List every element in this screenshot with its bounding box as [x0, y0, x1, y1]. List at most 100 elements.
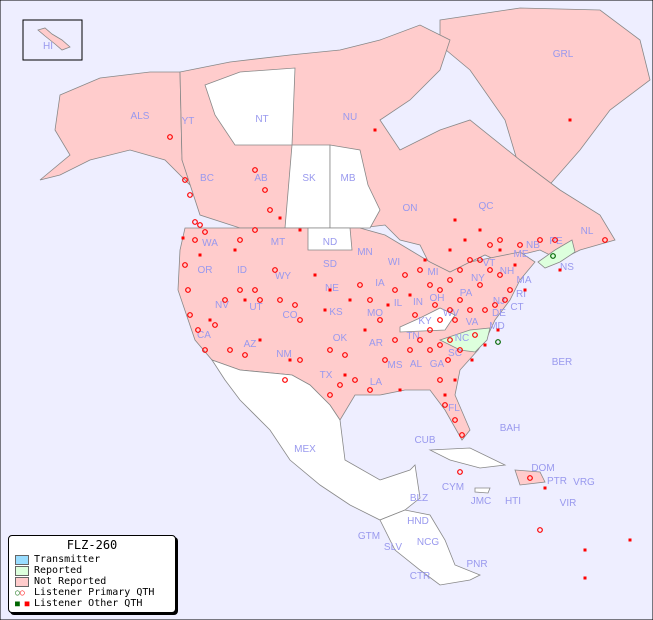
region-label-tx: TX [320, 370, 333, 381]
region-label-nh: NH [500, 266, 514, 277]
region-sk [284, 144, 331, 229]
region-label-in: IN [413, 297, 423, 308]
region-label-grl: GRL [553, 49, 574, 60]
listener-primary-qth-marker [327, 347, 333, 353]
listener-primary-qth-marker [182, 262, 188, 268]
region-label-ms: MS [388, 360, 403, 371]
region-label-ber: BER [552, 357, 573, 368]
listener-primary-qth-marker-reported [495, 339, 501, 345]
listener-primary-qth-marker [292, 302, 298, 308]
region-label-ncg: NCG [417, 537, 439, 548]
region-label-mb: MB [341, 173, 356, 184]
listener-other-qth-marker [243, 298, 247, 302]
region-label-vt: VT [483, 258, 496, 269]
listener-primary-qth-marker [352, 377, 358, 383]
listener-primary-qth-marker [297, 357, 303, 363]
listener-primary-qth-marker [182, 177, 188, 183]
listener-other-qth-marker [298, 228, 302, 232]
listener-primary-qth-marker [497, 237, 503, 243]
region-label-ne: NE [325, 283, 339, 294]
legend: FLZ-260 Transmitter Reported Not Reporte… [8, 535, 176, 613]
listener-primary-qth-marker [272, 267, 278, 273]
region-label-cym: CYM [442, 482, 464, 493]
reported-swatch [15, 565, 29, 576]
region-label-nl: NL [581, 226, 594, 237]
listener-primary-qth-marker [502, 297, 508, 303]
listener-other-qth-marker [628, 538, 632, 542]
listener-primary-qth-marker [297, 317, 303, 323]
region-label-de: DE [492, 308, 506, 319]
legend-item-other-qth: ■ ■ Listener Other QTH [9, 598, 175, 609]
listener-primary-qth-marker [327, 392, 333, 398]
region-label-mn: MN [357, 247, 373, 258]
transmitter-swatch [15, 554, 29, 565]
region-label-yt: YT [182, 116, 195, 127]
legend-item-transmitter: Transmitter [9, 554, 175, 565]
listener-other-qth-marker [363, 328, 367, 332]
listener-primary-qth-marker [447, 277, 453, 283]
listener-other-qth-marker [423, 258, 427, 262]
listener-primary-qth-marker [192, 237, 198, 243]
listener-primary-qth-marker [477, 257, 483, 263]
listener-primary-qth-marker [427, 347, 433, 353]
listener-other-qth-marker [543, 486, 547, 490]
region-label-hnd: HND [407, 516, 429, 527]
listener-primary-qth-marker [202, 347, 208, 353]
listener-other-qth-marker [568, 118, 572, 122]
region-label-wv: WV [443, 308, 459, 319]
square-marker-icon: ■ ■ [15, 599, 30, 608]
listener-primary-qth-marker [417, 337, 423, 343]
listener-primary-qth-marker [187, 192, 193, 198]
region-jamaica [474, 487, 491, 494]
listener-other-qth-marker [233, 248, 237, 252]
region-label-md: MD [489, 321, 505, 332]
region-label-bah: BAH [500, 423, 521, 434]
region-label-jmc: JMC [471, 496, 492, 507]
region-label-nd: ND [323, 237, 337, 248]
region-label-ptr: PTR [547, 476, 567, 487]
region-hispaniola [514, 469, 546, 486]
listener-primary-qth-marker [537, 527, 543, 533]
listener-primary-qth-marker [459, 432, 465, 438]
region-label-nm: NM [276, 349, 292, 360]
listener-primary-qth-marker [252, 287, 258, 293]
region-label-nv: NV [215, 300, 229, 311]
region-label-nc: NC [455, 333, 469, 344]
region-label-mt: MT [271, 237, 285, 248]
region-label-nb: NB [526, 240, 540, 251]
listener-other-qth-marker [313, 273, 317, 277]
listener-primary-qth-marker [447, 337, 453, 343]
not-reported-swatch [15, 576, 29, 587]
region-label-nt: NT [255, 114, 268, 125]
region-label-blz: BLZ [410, 493, 428, 504]
region-label-wa: WA [202, 238, 218, 249]
listener-primary-qth-marker [192, 219, 198, 225]
region-label-ns: NS [560, 262, 574, 273]
region-label-ok: OK [333, 333, 348, 344]
region-label-az: AZ [244, 339, 257, 350]
listener-primary-qth-marker [367, 297, 373, 303]
listener-primary-qth-marker [457, 347, 463, 353]
listener-primary-qth-marker [537, 237, 543, 243]
listener-other-qth-marker [258, 338, 262, 342]
listener-primary-qth-marker [197, 222, 203, 228]
listener-primary-qth-marker [602, 237, 608, 243]
listener-other-qth-marker [448, 248, 452, 252]
listener-other-qth-marker [278, 216, 282, 220]
listener-other-qth-marker [583, 548, 587, 552]
region-label-cub: CUB [414, 435, 435, 446]
listener-primary-qth-marker [257, 297, 263, 303]
listener-primary-qth-marker [237, 237, 243, 243]
region-label-mex: MEX [294, 444, 316, 455]
region-label-ar: AR [369, 338, 383, 349]
listener-primary-qth-marker [407, 347, 413, 353]
listener-other-qth-marker [348, 298, 352, 302]
listener-primary-qth-marker [437, 287, 443, 293]
legend-label: Transmitter [34, 554, 101, 565]
listener-primary-qth-marker [417, 267, 423, 273]
region-ky [399, 307, 456, 333]
region-central-america [379, 509, 481, 586]
listener-primary-qth-marker [277, 297, 283, 303]
listener-primary-qth-marker [445, 357, 451, 363]
